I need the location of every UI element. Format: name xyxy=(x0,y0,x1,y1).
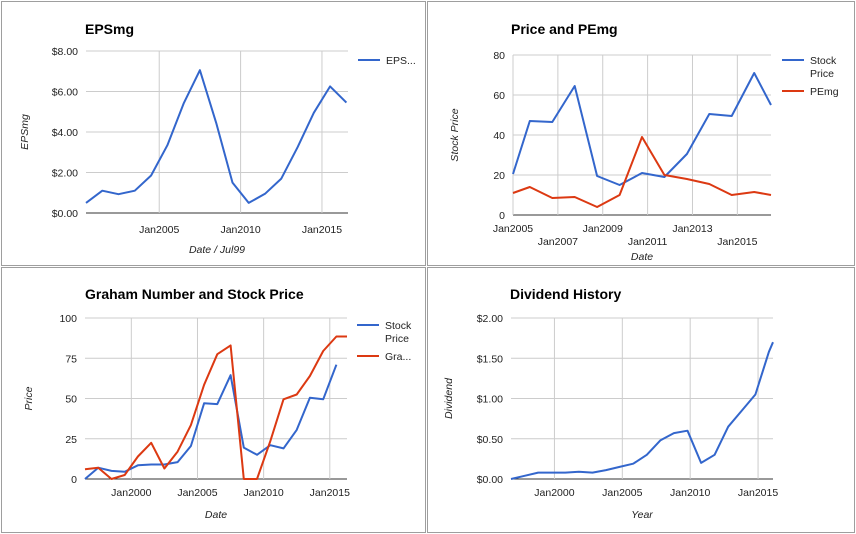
chart-panel-dividend: $0.00 $0.50 $1.00 $1.50 $2.00 Jan2000 Jan2005 J… xyxy=(427,267,855,533)
chart-dividend: $0.00 $0.50 $1.00 $1.50 $2.00 Jan2000 Jan2005 J… xyxy=(443,286,778,521)
chart3-x-tick-label: Jan2000 xyxy=(111,487,151,499)
chart1-y-tick-label: $4.00 xyxy=(52,127,78,139)
chart2-series-line-2 xyxy=(512,136,772,208)
chart2-x-tick-label: Jan2011 xyxy=(628,236,668,248)
chart2-legend-label-1: Stock Price xyxy=(810,55,837,80)
chart3-y-tick-label: 75 xyxy=(65,353,77,365)
chart3-y-tick-label: 50 xyxy=(65,394,77,406)
chart2-y-tick-label: 20 xyxy=(493,170,505,182)
chart1-y-tick-label: $8.00 xyxy=(52,46,78,58)
chart1-title: EPSmg xyxy=(85,21,134,37)
chart2-y-tick-label: 40 xyxy=(493,130,505,142)
chart1-y-axis-title: EPSmg xyxy=(19,114,31,150)
chart4-x-tick-label: Jan2015 xyxy=(738,487,778,499)
chart3-series-line-1 xyxy=(84,364,338,480)
chart4-x-axis-title: Year xyxy=(631,509,653,521)
chart3-x-tick-label: Jan2015 xyxy=(310,487,350,499)
chart4-title: Dividend History xyxy=(510,286,621,302)
chart-price-pemg: 0 20 40 60 80 Jan2005 Jan2007 Jan2009 Jan2011 Jan… xyxy=(449,21,839,263)
chart4-y-tick-label: $2.00 xyxy=(477,313,503,325)
chart4-y-tick-label: $0.00 xyxy=(477,474,503,486)
chart3-y-tick-label: 100 xyxy=(59,313,77,325)
chart-panel-epsmg: $0.00 $2.00 $4.00 $6.00 $8.00 Jan2005 Jan2010 J… xyxy=(1,1,426,266)
chart2-y-tick-label: 60 xyxy=(493,90,505,102)
chart1-y-tick-label: $2.00 xyxy=(52,168,78,180)
chart3-series-line-2 xyxy=(84,335,347,480)
chart2-series-line-1 xyxy=(512,72,772,186)
chart1-x-tick-label: Jan2005 xyxy=(139,224,179,236)
chart-panel-graham: 0 25 50 75 100 Jan2000 Jan2005 Jan2010 Jan2015 Gr… xyxy=(1,267,426,533)
chart-graham: 0 25 50 75 100 Jan2000 Jan2005 Jan2010 Jan2015 Gr… xyxy=(23,286,412,521)
chart1-x-tick-label: Jan2010 xyxy=(220,224,260,236)
chart2-x-axis-title: Date xyxy=(631,251,653,263)
chart1-series-line-1 xyxy=(85,69,348,204)
chart1-legend-label-1: EPS... xyxy=(386,55,416,67)
chart-panel-price-pemg: 0 20 40 60 80 Jan2005 Jan2007 Jan2009 Jan2011 Jan… xyxy=(427,1,855,266)
chart2-legend-label-2: PEmg xyxy=(810,86,839,98)
chart2-x-tick-label: Jan2009 xyxy=(583,223,623,235)
chart4-y-axis-title: Dividend xyxy=(443,377,455,419)
chart2-y-tick-label: 0 xyxy=(499,210,505,222)
chart1-x-axis-title: Date / Jul99 xyxy=(189,244,245,256)
chart4-x-tick-label: Jan2005 xyxy=(602,487,642,499)
chart3-y-axis-title: Price xyxy=(23,386,35,410)
chart2-y-axis-title: Stock Price xyxy=(449,108,461,161)
chart4-y-tick-label: $0.50 xyxy=(477,434,503,446)
chart1-y-tick-label: $0.00 xyxy=(52,208,78,220)
chart3-y-tick-label: 0 xyxy=(71,474,77,486)
chart2-title: Price and PEmg xyxy=(511,21,618,37)
chart3-legend-label-1: Stock Price xyxy=(385,320,412,345)
chart3-title: Graham Number and Stock Price xyxy=(85,286,304,302)
chart3-y-tick-label: 25 xyxy=(65,434,77,446)
chart2-y-tick-label: 80 xyxy=(493,50,505,62)
chart3-x-axis-title: Date xyxy=(205,509,227,521)
chart2-x-tick-label: Jan2015 xyxy=(717,236,757,248)
chart1-x-tick-label: Jan2015 xyxy=(302,224,342,236)
chart4-x-tick-label: Jan2010 xyxy=(670,487,710,499)
chart2-x-tick-label: Jan2007 xyxy=(538,236,578,248)
chart3-x-tick-label: Jan2010 xyxy=(243,487,283,499)
chart2-x-tick-label: Jan2013 xyxy=(672,223,712,235)
chart3-x-tick-label: Jan2005 xyxy=(177,487,217,499)
chart2-x-tick-label: Jan2005 xyxy=(493,223,533,235)
chart4-y-tick-label: $1.50 xyxy=(477,353,503,365)
chart4-y-tick-label: $1.00 xyxy=(477,394,503,406)
chart3-legend-label-2: Gra... xyxy=(385,351,411,363)
chart4-x-tick-label: Jan2000 xyxy=(534,487,574,499)
chart-epsmg: $0.00 $2.00 $4.00 $6.00 $8.00 Jan2005 Jan2010 J… xyxy=(19,21,416,256)
chart1-y-tick-label: $6.00 xyxy=(52,87,78,99)
chart4-series-line-1 xyxy=(510,341,774,480)
